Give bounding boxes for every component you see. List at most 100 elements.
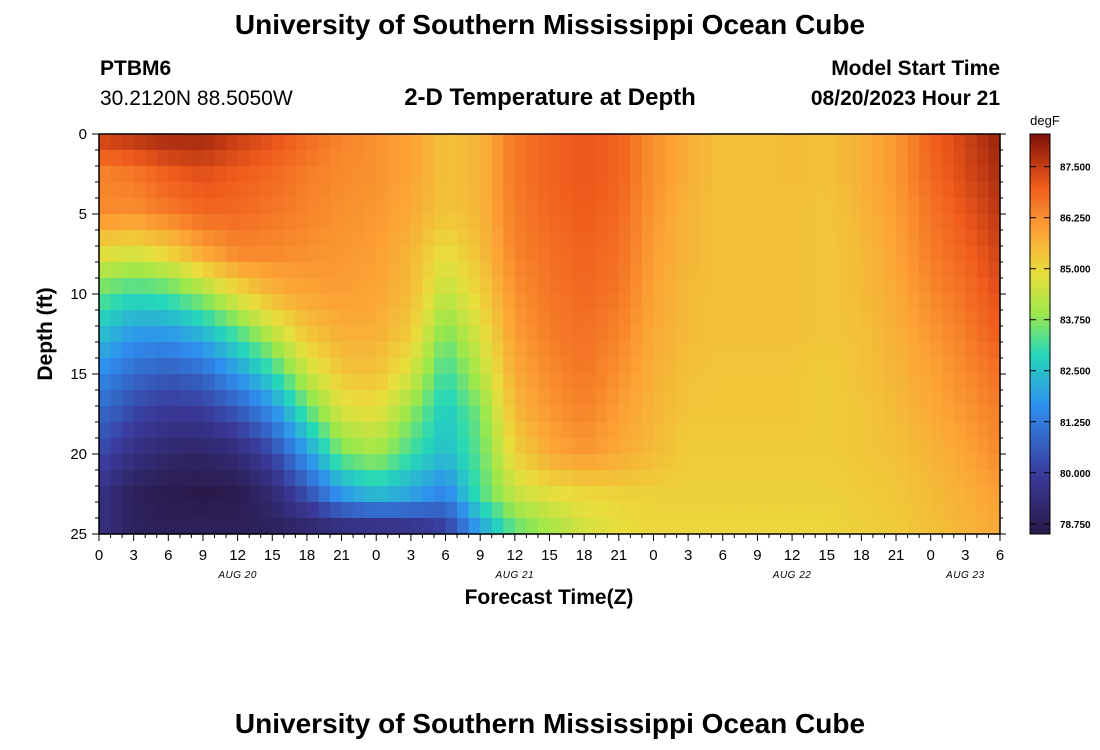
heatmap-cell: [168, 166, 181, 183]
heatmap-cell: [145, 438, 158, 455]
heatmap-cell: [688, 438, 701, 455]
heatmap-cell: [688, 230, 701, 247]
heatmap-cell: [514, 198, 527, 215]
heatmap-cell: [422, 374, 435, 391]
heatmap-cell: [872, 310, 886, 327]
heatmap-cell: [191, 518, 204, 535]
heatmap-cell: [595, 166, 608, 183]
heatmap-cell: [861, 502, 874, 519]
heatmap-cell: [99, 198, 112, 215]
heatmap-cell: [630, 150, 643, 167]
heatmap-cell: [526, 150, 539, 167]
heatmap-cell: [191, 230, 204, 247]
heatmap-cell: [722, 150, 735, 167]
heatmap-cell: [745, 326, 759, 343]
heatmap-cell: [907, 294, 920, 311]
heatmap-cell: [676, 150, 689, 167]
heatmap-cell: [168, 198, 181, 215]
heatmap-cell: [226, 502, 239, 519]
heatmap-cell: [480, 230, 493, 247]
heatmap-cell: [896, 182, 909, 199]
heatmap-cell: [653, 198, 666, 215]
heatmap-cell: [202, 278, 216, 295]
heatmap-cell: [156, 374, 169, 391]
heatmap-cell: [607, 438, 620, 455]
heatmap-cell: [514, 358, 527, 375]
heatmap-cell: [665, 134, 678, 151]
heatmap-cell: [526, 230, 539, 247]
heatmap-cell: [549, 454, 562, 471]
heatmap-cell: [214, 518, 227, 535]
heatmap-cell: [433, 342, 447, 359]
heatmap-cell: [457, 246, 470, 263]
heatmap-cell: [676, 390, 689, 407]
heatmap-cell: [480, 422, 493, 439]
heatmap-cell: [283, 198, 296, 215]
heatmap-cell: [549, 486, 562, 503]
heatmap-cell: [260, 262, 273, 279]
heatmap-cell: [757, 134, 770, 151]
heatmap-cell: [803, 166, 816, 183]
heatmap-cell: [283, 214, 296, 231]
heatmap-cell: [618, 518, 631, 535]
heatmap-cell: [491, 230, 504, 247]
heatmap-cell: [884, 262, 897, 279]
heatmap-cell: [711, 198, 724, 215]
heatmap-cell: [665, 150, 678, 167]
heatmap-cell: [272, 486, 285, 503]
heatmap-cell: [803, 486, 816, 503]
heatmap-cell: [202, 214, 216, 231]
heatmap-cell: [734, 246, 747, 263]
heatmap-cell: [607, 150, 620, 167]
heatmap-cell: [480, 470, 493, 487]
heatmap-cell: [849, 294, 862, 311]
heatmap-cell: [699, 150, 712, 167]
heatmap-cell: [133, 134, 146, 151]
heatmap-cell: [399, 182, 412, 199]
heatmap-cell: [445, 470, 458, 487]
heatmap-cell: [514, 182, 527, 199]
heatmap-cell: [214, 310, 227, 327]
heatmap-cell: [133, 214, 146, 231]
heatmap-cell: [214, 406, 227, 423]
heatmap-cell: [572, 502, 585, 519]
heatmap-cell: [919, 454, 932, 471]
heatmap-cell: [815, 390, 828, 407]
heatmap-cell: [572, 374, 585, 391]
heatmap-cell: [491, 406, 504, 423]
heatmap-cell: [734, 134, 747, 151]
heatmap-cell: [168, 182, 181, 199]
heatmap-cell: [722, 502, 735, 519]
heatmap-cell: [653, 486, 666, 503]
heatmap-cell: [283, 134, 296, 151]
heatmap-cell: [410, 342, 424, 359]
heatmap-cell: [803, 438, 816, 455]
heatmap-cell: [872, 230, 886, 247]
heatmap-cell: [676, 326, 689, 343]
heatmap-cell: [815, 486, 828, 503]
heatmap-cell: [665, 214, 678, 231]
heatmap-cell: [410, 230, 424, 247]
heatmap-cell: [445, 262, 458, 279]
heatmap-cell: [665, 470, 678, 487]
y-tick-label: 0: [79, 126, 87, 143]
heatmap-cell: [607, 246, 620, 263]
heatmap-cell: [792, 422, 805, 439]
heatmap-cell: [584, 406, 597, 423]
heatmap-cell: [722, 406, 735, 423]
heatmap-cell: [433, 150, 447, 167]
heatmap-cell: [179, 422, 193, 439]
heatmap-cell: [757, 182, 770, 199]
heatmap-cell: [607, 262, 620, 279]
heatmap-cell: [122, 470, 135, 487]
heatmap-cell: [410, 438, 424, 455]
heatmap-cell: [318, 246, 331, 263]
heatmap-cell: [433, 358, 447, 375]
heatmap-cell: [768, 246, 782, 263]
heatmap-cell: [179, 358, 193, 375]
heatmap-cell: [976, 134, 990, 151]
heatmap-cell: [745, 166, 759, 183]
heatmap-cell: [861, 486, 874, 503]
heatmap-cell: [815, 454, 828, 471]
heatmap-cell: [133, 358, 146, 375]
